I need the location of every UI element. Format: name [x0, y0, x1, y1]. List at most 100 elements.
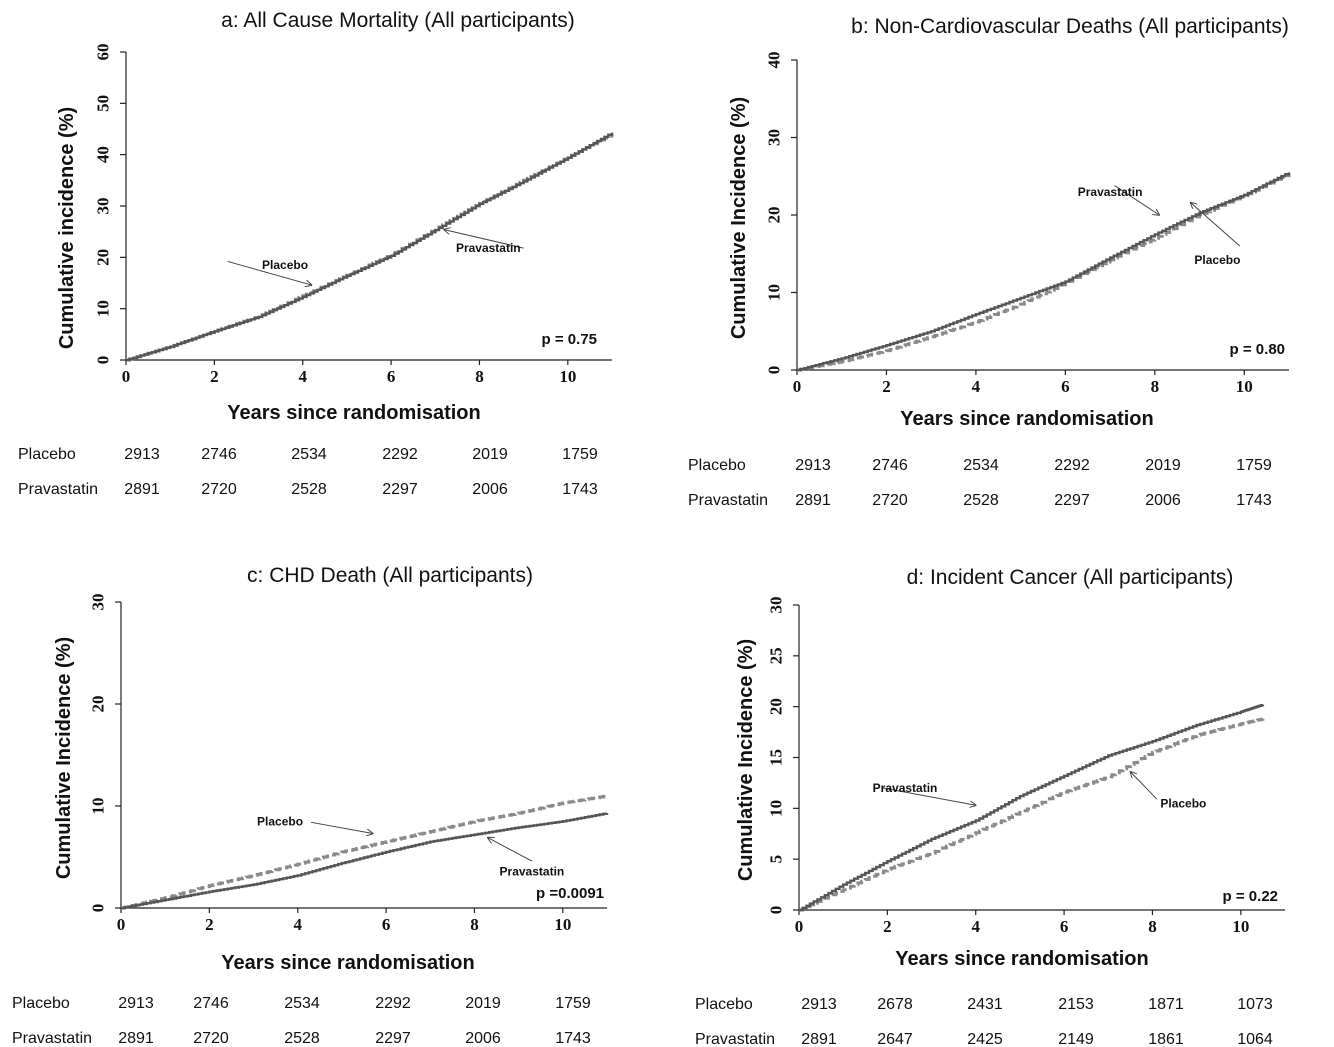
- panel-c-risk-value: 2297: [375, 1030, 411, 1047]
- panel-a-risk-value: 2297: [382, 481, 418, 498]
- panel-c-series-pravastatin: [121, 812, 609, 910]
- panel-d-annotation-placebo: Placebo: [1160, 796, 1206, 810]
- panel-d-x-tick-label: 0: [795, 917, 804, 936]
- panel-d-y-tick-label: 20: [767, 698, 786, 715]
- panel-b-y-tick-label: 40: [765, 52, 784, 69]
- panel-b-series-pravastatin: [797, 172, 1291, 372]
- panel-b-y-axis-label: Cumulative Incidence (%): [728, 97, 750, 339]
- panel-b-risk-value: 2019: [1145, 457, 1181, 474]
- panel-b-y-tick-label: 0: [765, 366, 784, 375]
- panel-a-x-tick-label: 0: [122, 367, 131, 386]
- panel-d-annotation-pravastatin: Pravastatin: [873, 781, 938, 795]
- panel-d-x-tick-label: 4: [971, 917, 980, 936]
- panel-d-risk-value: 2425: [967, 1031, 1003, 1047]
- panel-b-series-placebo: [797, 173, 1291, 372]
- panel-c-risk-value: 2891: [118, 1030, 154, 1047]
- panel-c-risk-value: 2528: [284, 1030, 320, 1047]
- panel-d-y-tick-label: 15: [767, 749, 786, 766]
- panel-b-x-tick-label: 8: [1151, 377, 1160, 396]
- panel-c-y-tick-label: 30: [89, 594, 108, 611]
- panel-a-x-tick-label: 8: [475, 367, 484, 386]
- panel-a-y-tick-label: 20: [94, 249, 113, 266]
- panel-b-annotation-arrow: [1114, 185, 1160, 215]
- panel-b-risk-value: 2292: [1054, 457, 1090, 474]
- panel-d-x-tick-label: 2: [883, 917, 892, 936]
- panel-a-risk-value: 1743: [562, 481, 598, 498]
- panel-c-risk-value: 2292: [375, 995, 411, 1012]
- panel-d-series-pravastatin: [799, 704, 1265, 912]
- panel-c-y-tick-label: 0: [89, 904, 108, 913]
- panel-a-annotation-arrow: [227, 260, 312, 285]
- panel-d-annotation-arrow: [1130, 772, 1158, 800]
- panel-a-x-tick-label: 10: [559, 367, 576, 386]
- panel-c-x-tick-label: 4: [293, 915, 302, 934]
- panel-b-risk-value: 1743: [1236, 492, 1272, 509]
- panel-a-y-axis-label: Cumulative incidence (%): [56, 107, 78, 349]
- panel-c-annotation-arrow: [488, 838, 533, 862]
- panel-a-x-axis-label: Years since randomisation: [227, 402, 480, 424]
- panel-b-x-tick-label: 6: [1061, 377, 1070, 396]
- panel-b-y-tick-label: 20: [765, 207, 784, 224]
- panel-b-risk-value: 2297: [1054, 492, 1090, 509]
- panel-a-series-placebo: [126, 134, 614, 362]
- panel-c-series-placebo: [121, 794, 609, 910]
- panel-a-risk-value: 2746: [201, 446, 237, 463]
- panel-d-risk-value: 1861: [1148, 1031, 1184, 1047]
- panel-d-p-value: p = 0.22: [1223, 888, 1278, 905]
- panel-a-annotation-pravastatin: Pravastatin: [456, 241, 521, 255]
- panel-d-plot: 0 5 10 15 20 25 30 0 2 4 6 8 10 Pravastatin Placebo 291…: [767, 597, 1285, 1047]
- panel-d-risk-value: 2678: [877, 996, 913, 1013]
- panel-c-risk-value: 1743: [555, 1030, 591, 1047]
- panel-a-p-value: p = 0.75: [542, 331, 597, 348]
- panel-b-risk-value: 2720: [872, 492, 908, 509]
- panel-b-risk-value: 1759: [1236, 457, 1272, 474]
- panel-b-risk-value: 2913: [795, 457, 831, 474]
- panel-b: b: Non-Cardiovascular Deaths (All partic…: [688, 15, 1289, 509]
- panel-c-risk-value: 2720: [193, 1030, 229, 1047]
- panel-a-risk-value: 2891: [124, 481, 160, 498]
- panel-d: d: Incident Cancer (All participants) Cu…: [695, 566, 1278, 1047]
- panel-c-p-value: p =0.0091: [536, 885, 604, 902]
- panel-b-annotation-pravastatin: Pravastatin: [1078, 185, 1143, 199]
- panel-d-risk-value: 2431: [967, 996, 1003, 1013]
- panel-c-x-axis-label: Years since randomisation: [221, 952, 474, 974]
- panel-a-risk-value: 2534: [291, 446, 327, 463]
- panel-d-risk-value: 2149: [1058, 1031, 1094, 1047]
- panel-b-x-tick-label: 2: [882, 377, 891, 396]
- panel-a-plot: 0 10 20 30 40 50 60 0 2 4 6 8 10 Placebo Pravastatin 29…: [94, 44, 614, 498]
- panel-a-annotation-arrow: [444, 230, 524, 249]
- panel-c-x-tick-label: 6: [382, 915, 391, 934]
- panel-d-risk-value: 1073: [1237, 996, 1273, 1013]
- panel-a-x-tick-label: 4: [298, 367, 307, 386]
- panel-b-y-tick-label: 10: [765, 284, 784, 301]
- panel-b-risk-value: 2746: [872, 457, 908, 474]
- panel-c-y-tick-label: 20: [89, 696, 108, 713]
- panel-d-y-tick-label: 25: [767, 647, 786, 664]
- panel-d-series-placebo: [799, 717, 1265, 912]
- panel-a-y-tick-label: 0: [94, 356, 113, 365]
- panel-b-risk-label-pravastatin: Pravastatin: [688, 492, 768, 509]
- panel-b-risk-value: 2891: [795, 492, 831, 509]
- panel-b-y-tick-label: 30: [765, 129, 784, 146]
- panel-b-plot: 0 10 20 30 40 0 2 4 6 8 10 Pravastatin Placebo 2913 27…: [765, 52, 1291, 509]
- panel-b-x-tick-label: 10: [1236, 377, 1253, 396]
- panel-a-risk-value: 2913: [124, 446, 160, 463]
- panel-d-x-axis-label: Years since randomisation: [895, 948, 1148, 970]
- panel-d-risk-value: 2891: [801, 1031, 837, 1047]
- panel-d-y-tick-label: 0: [767, 906, 786, 915]
- panel-b-risk-label-placebo: Placebo: [688, 457, 746, 474]
- panel-c-x-tick-label: 10: [554, 915, 571, 934]
- panel-c-y-tick-label: 10: [89, 798, 108, 815]
- panel-a-y-tick-label: 40: [94, 146, 113, 163]
- panel-d-title: d: Incident Cancer (All participants): [907, 566, 1234, 589]
- panel-b-annotation-placebo: Placebo: [1194, 253, 1240, 267]
- panel-d-risk-label-placebo: Placebo: [695, 996, 753, 1013]
- panel-d-risk-value: 1064: [1237, 1031, 1273, 1047]
- panel-b-x-tick-label: 4: [972, 377, 981, 396]
- panel-d-risk-value: 2913: [801, 996, 837, 1013]
- panel-d-x-tick-label: 6: [1060, 917, 1069, 936]
- panel-d-y-tick-label: 5: [767, 855, 786, 864]
- panel-a-y-tick-label: 60: [94, 44, 113, 61]
- panel-d-y-tick-label: 30: [767, 597, 786, 614]
- panel-a-risk-value: 2528: [291, 481, 327, 498]
